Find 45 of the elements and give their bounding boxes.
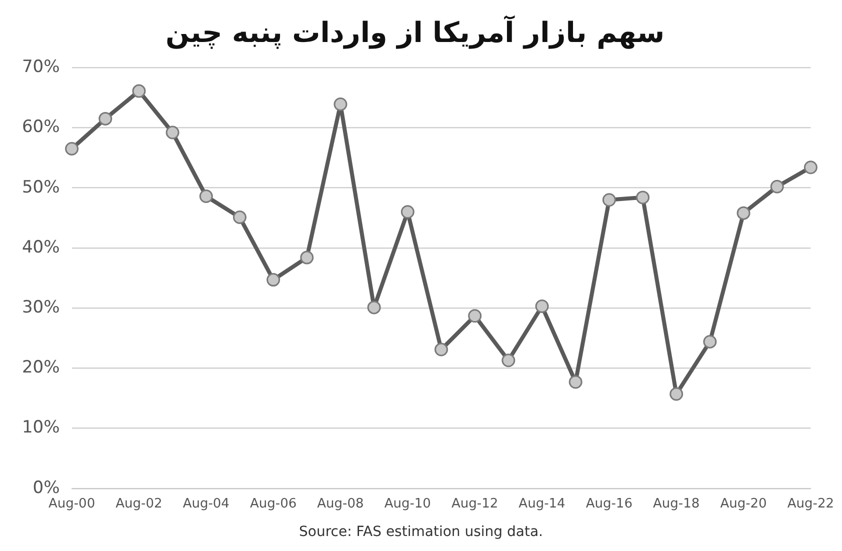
point xyxy=(602,193,616,207)
x-tick-label: Aug-12 xyxy=(452,496,498,512)
point xyxy=(400,205,414,219)
y-tick-label: 40% xyxy=(22,237,60,258)
x-tick-label: Aug-04 xyxy=(182,496,230,512)
source-note: Source: FAS estimation using data. xyxy=(298,523,544,542)
point xyxy=(502,354,516,368)
point xyxy=(468,309,482,323)
point xyxy=(98,112,112,126)
x-tick-label: Aug-14 xyxy=(518,496,566,512)
x-tick-label: Aug-00 xyxy=(48,496,96,512)
point xyxy=(300,250,314,264)
point xyxy=(199,189,213,203)
point xyxy=(266,273,280,287)
y-tick-label: 30% xyxy=(22,297,60,318)
point xyxy=(670,387,684,401)
y-tick-label: 10% xyxy=(22,418,60,438)
x-tick-label: Aug-06 xyxy=(250,496,297,512)
x-tick-label: Aug-10 xyxy=(384,496,431,512)
point xyxy=(334,98,348,112)
x-tick-label: Aug-16 xyxy=(586,496,632,512)
point xyxy=(535,300,549,314)
point xyxy=(166,126,180,140)
point xyxy=(232,210,246,224)
y-tick-label: 0% xyxy=(32,478,60,498)
point xyxy=(367,300,381,314)
y-tick-label: 50% xyxy=(22,177,60,198)
point xyxy=(804,160,818,174)
x-tick-label: Aug-08 xyxy=(317,496,364,512)
point xyxy=(568,375,582,389)
x-tick-label: Aug-22 xyxy=(787,496,834,512)
point xyxy=(770,180,784,194)
point xyxy=(636,190,650,204)
chart-title: سهم بازار آمریکا از واردات پنبه چین xyxy=(165,15,665,50)
point xyxy=(65,142,79,156)
x-tick-label: Aug-20 xyxy=(720,496,767,512)
y-tick-label: 70% xyxy=(22,57,60,78)
point xyxy=(736,206,750,220)
x-tick-label: Aug-18 xyxy=(653,496,700,512)
x-tick-label: Aug-02 xyxy=(116,496,162,512)
point xyxy=(434,342,448,356)
y-tick-label: 60% xyxy=(22,117,60,138)
point xyxy=(132,84,146,98)
point xyxy=(703,334,717,348)
y-tick-label: 20% xyxy=(22,358,60,378)
